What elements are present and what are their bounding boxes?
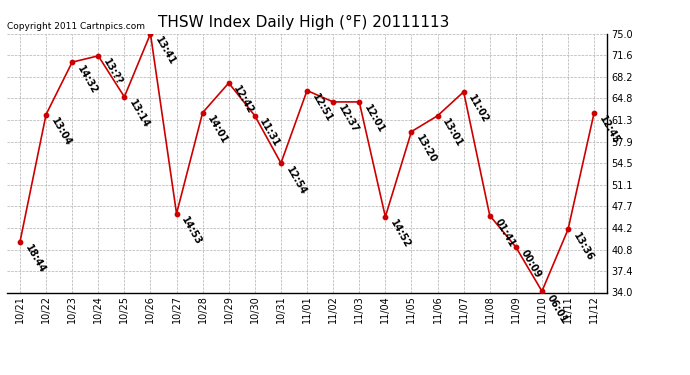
- Text: 14:53: 14:53: [179, 215, 204, 247]
- Text: 13:14: 13:14: [127, 98, 151, 130]
- Point: [589, 110, 600, 116]
- Point: [536, 288, 547, 294]
- Text: 12:37: 12:37: [336, 103, 360, 135]
- Text: THSW Index Daily High (°F) 20111113: THSW Index Daily High (°F) 20111113: [158, 15, 449, 30]
- Point: [249, 113, 260, 119]
- Text: Copyright 2011 Cartnpics.com: Copyright 2011 Cartnpics.com: [7, 22, 145, 31]
- Text: 12:42: 12:42: [232, 84, 256, 116]
- Point: [197, 110, 208, 116]
- Text: 13:04: 13:04: [49, 116, 73, 148]
- Text: 18:44: 18:44: [23, 243, 47, 275]
- Text: 01:41: 01:41: [493, 217, 517, 249]
- Text: 12:45: 12:45: [597, 114, 621, 146]
- Text: 13:20: 13:20: [414, 133, 438, 165]
- Point: [511, 244, 522, 250]
- Point: [484, 213, 495, 219]
- Text: 13:36: 13:36: [571, 231, 595, 262]
- Point: [302, 87, 313, 93]
- Text: 14:01: 14:01: [206, 114, 230, 146]
- Text: 13:01: 13:01: [440, 117, 464, 149]
- Text: 12:54: 12:54: [284, 165, 308, 196]
- Point: [14, 239, 26, 245]
- Point: [171, 211, 182, 217]
- Text: 11:31: 11:31: [257, 117, 282, 149]
- Point: [354, 99, 365, 105]
- Text: 12:01: 12:01: [362, 103, 386, 135]
- Point: [328, 99, 339, 105]
- Text: 11:02: 11:02: [466, 93, 491, 125]
- Point: [458, 89, 469, 95]
- Point: [67, 59, 78, 65]
- Point: [224, 80, 235, 86]
- Point: [92, 53, 104, 59]
- Text: 12:51: 12:51: [310, 92, 334, 124]
- Text: 14:32: 14:32: [75, 63, 99, 95]
- Point: [119, 94, 130, 100]
- Text: 00:09: 00:09: [519, 249, 543, 280]
- Text: 13:??: 13:??: [101, 57, 124, 87]
- Text: 13:41: 13:41: [153, 35, 177, 67]
- Point: [432, 113, 443, 119]
- Point: [41, 111, 52, 117]
- Point: [380, 214, 391, 220]
- Point: [145, 31, 156, 37]
- Text: 06:01: 06:01: [544, 292, 569, 324]
- Point: [406, 129, 417, 135]
- Point: [275, 160, 286, 166]
- Text: 14:52: 14:52: [388, 218, 413, 250]
- Point: [562, 226, 573, 232]
